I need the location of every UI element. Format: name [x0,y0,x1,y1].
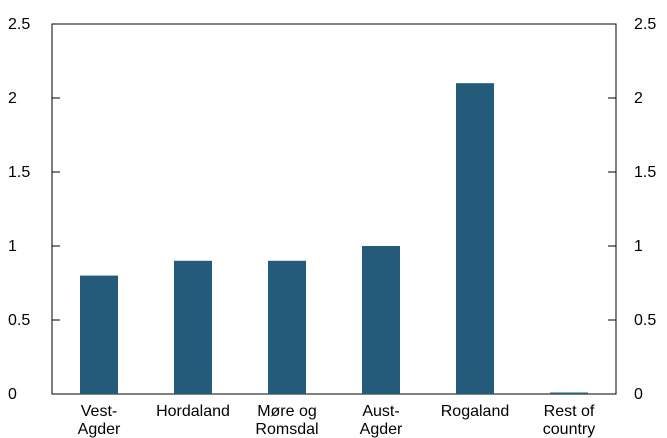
category-label: Agder [360,421,403,438]
left-tick-label: 2 [8,90,17,107]
right-tick-label: 2 [634,90,643,107]
labels-group: 0 00.5 0.51 11.5 1.52 22.5 2.5Vest-AgderHordal… [8,16,656,438]
bar [362,246,400,394]
category-label: country [543,421,595,438]
bars-group [80,83,588,394]
category-label: Hordaland [156,403,230,420]
right-tick-label: 1.5 [634,164,656,181]
right-tick-label: 0.5 [634,312,656,329]
left-tick-label: 0.5 [8,312,30,329]
bar [268,260,306,394]
bar [174,260,212,394]
category-label: Agder [78,421,121,438]
right-tick-label: 0 [634,386,643,403]
right-tick-label: 1 [634,238,643,255]
left-tick-label: 0 [8,386,17,403]
category-label: Vest- [81,403,117,420]
bar [80,275,118,394]
category-label: Rogaland [441,403,510,420]
axis-ticks-group [52,23,616,395]
left-tick-label: 1 [8,238,17,255]
category-label: Romsdal [255,421,318,438]
plot-frame [51,23,617,395]
left-tick-label: 1.5 [8,164,30,181]
right-tick-label: 2.5 [634,16,656,33]
category-label: Rest of [544,403,595,420]
left-tick-label: 2.5 [8,16,30,33]
category-label: Møre og [257,403,317,420]
bar [456,83,494,394]
bar [550,392,588,394]
category-label: Aust- [362,403,399,420]
